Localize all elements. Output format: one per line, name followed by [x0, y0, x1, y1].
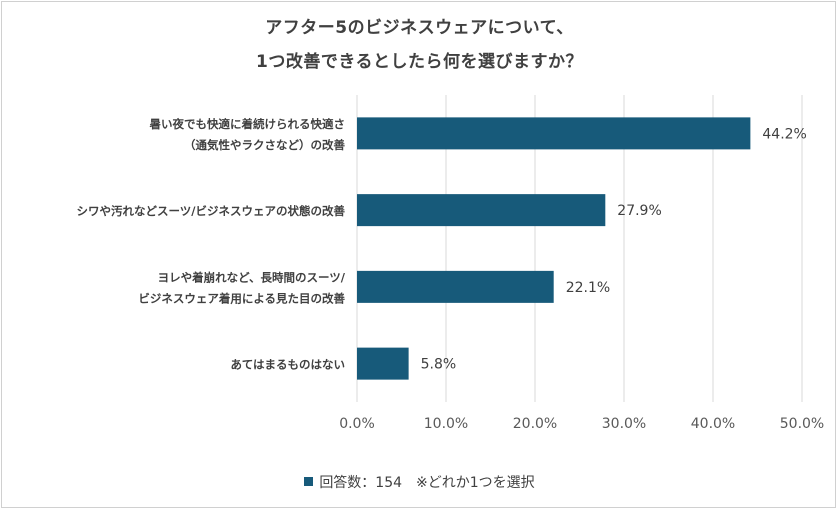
- bar: [357, 117, 751, 150]
- legend-swatch: [304, 477, 314, 486]
- category-label: ヨレや着崩れなど、長時間のスーツ/: [158, 270, 346, 284]
- data-label: 22.1%: [566, 280, 610, 296]
- category-label: ビジネスウェア着用による見た目の改善: [138, 291, 345, 305]
- category-label: （通気性やラクさなど）の改善: [184, 138, 345, 152]
- category-label: あてはまるものはない: [230, 358, 345, 372]
- x-tick-label: 30.0%: [602, 416, 646, 432]
- category-label: シワや汚れなどスーツ/ビジネスウェアの状態の改善: [77, 204, 346, 218]
- category-label: 暑い夜でも快適に着続けられる快適さ: [149, 117, 346, 131]
- x-tick-label: 0.0%: [339, 416, 375, 432]
- chart-title-line-2: 1つ改善できるとしたら何を選びますか？: [256, 52, 583, 72]
- chart-title-line-1: アフター5のビジネスウェアについて、: [265, 18, 574, 38]
- legend: 回答数：154 ※どれか1つを選択: [0, 472, 839, 492]
- x-tick-label: 10.0%: [424, 416, 468, 432]
- x-tick-label: 40.0%: [691, 416, 735, 432]
- bar: [357, 347, 409, 380]
- data-label: 44.2%: [762, 126, 806, 142]
- x-tick-label: 50.0%: [780, 416, 824, 432]
- bar: [357, 270, 554, 303]
- data-label: 5.8%: [421, 357, 457, 373]
- data-label: 27.9%: [617, 203, 661, 219]
- x-tick-label: 20.0%: [513, 416, 557, 432]
- bar: [357, 194, 606, 227]
- legend-label: 回答数：154 ※どれか1つを選択: [319, 475, 535, 491]
